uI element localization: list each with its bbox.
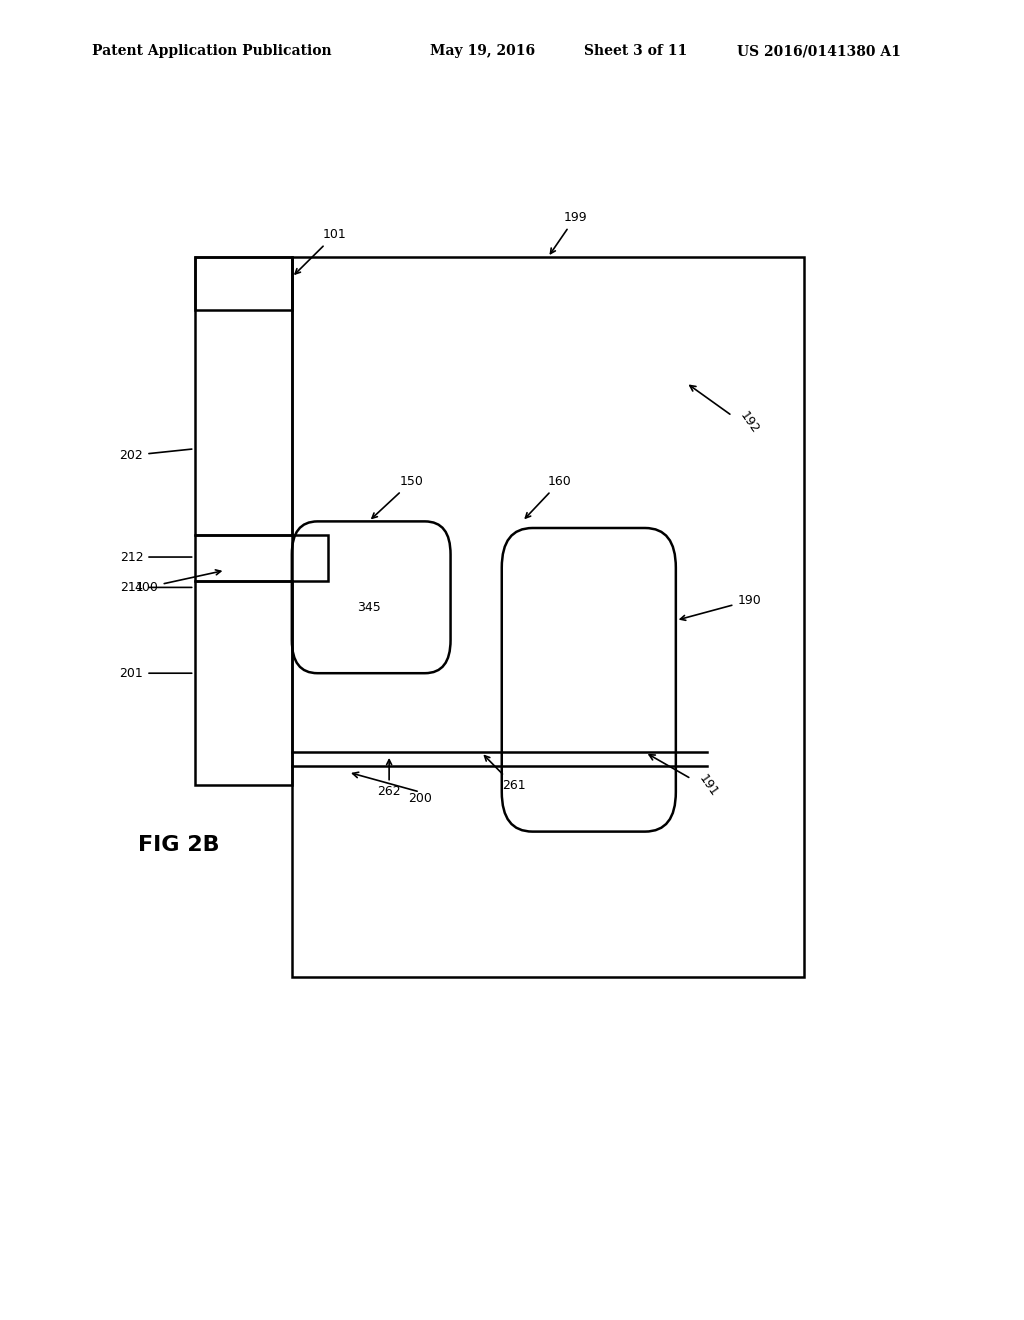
Text: 345: 345 bbox=[356, 601, 381, 614]
Bar bbox=[195, 535, 328, 581]
Text: 201: 201 bbox=[120, 667, 191, 680]
Text: 191: 191 bbox=[696, 772, 721, 799]
Text: Patent Application Publication: Patent Application Publication bbox=[92, 45, 332, 58]
Text: 202: 202 bbox=[120, 449, 191, 462]
Bar bbox=[292, 257, 804, 977]
Text: 199: 199 bbox=[551, 211, 587, 253]
Text: May 19, 2016: May 19, 2016 bbox=[430, 45, 536, 58]
Text: 212: 212 bbox=[120, 550, 191, 564]
Bar bbox=[195, 257, 292, 310]
Text: 150: 150 bbox=[372, 475, 423, 519]
Text: 262: 262 bbox=[377, 760, 401, 799]
Text: 400: 400 bbox=[135, 570, 221, 594]
Text: US 2016/0141380 A1: US 2016/0141380 A1 bbox=[737, 45, 901, 58]
Text: 211: 211 bbox=[120, 581, 191, 594]
Text: 160: 160 bbox=[525, 475, 571, 517]
Bar bbox=[195, 257, 292, 535]
Bar bbox=[195, 581, 292, 785]
Text: 101: 101 bbox=[295, 228, 346, 275]
Text: FIG 2B: FIG 2B bbox=[138, 834, 220, 855]
Text: Sheet 3 of 11: Sheet 3 of 11 bbox=[584, 45, 687, 58]
Text: 190: 190 bbox=[680, 594, 761, 620]
Text: 192: 192 bbox=[737, 409, 762, 436]
Text: 261: 261 bbox=[484, 756, 525, 792]
Text: 200: 200 bbox=[408, 792, 432, 805]
